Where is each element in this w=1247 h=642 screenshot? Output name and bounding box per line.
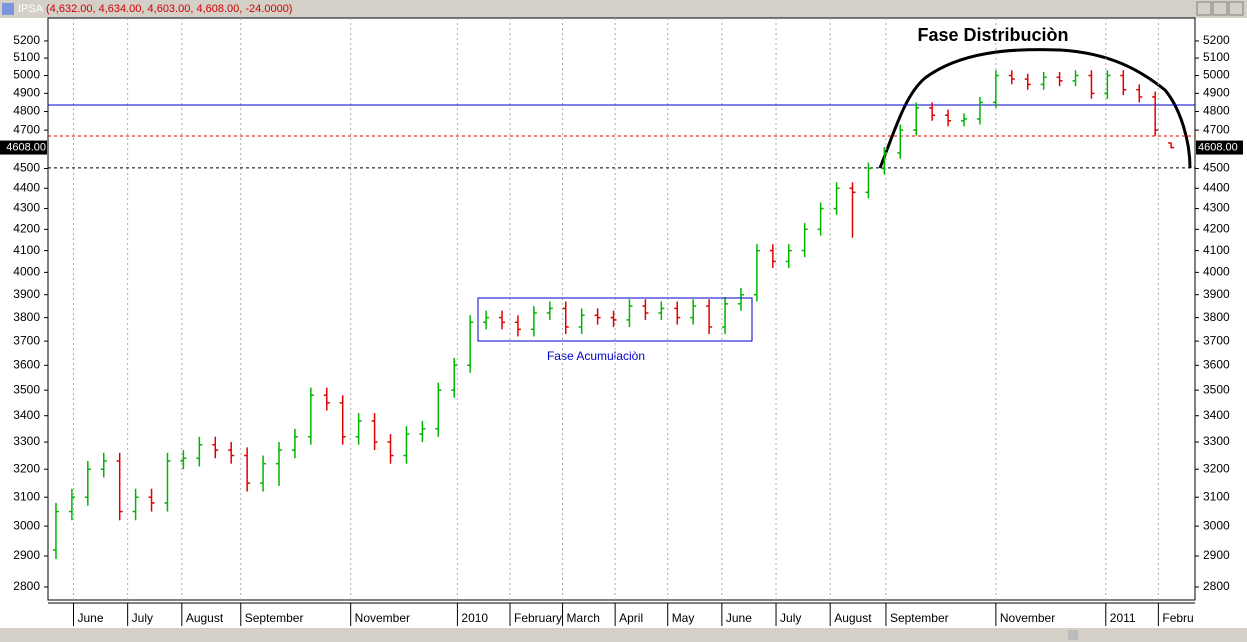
x-tick-label: July [132, 611, 153, 625]
y-tick-label: 4800 [1203, 104, 1230, 118]
y-tick-label: 4000 [1203, 265, 1230, 279]
annotation: Fase Acumulaciòn [547, 349, 645, 363]
y-tick-label: 2800 [1203, 579, 1230, 593]
y-tick-label: 5200 [1203, 33, 1230, 47]
quote: (4,632.00, 4,634.00, 4,603.00, 4,608.00,… [46, 3, 292, 15]
y-tick-label: 5100 [13, 50, 40, 64]
y-tick-label: 3000 [13, 518, 40, 532]
y-tick-label: 3600 [13, 357, 40, 371]
x-tick-label: Febru [1162, 611, 1193, 625]
y-tick-label: 4900 [1203, 86, 1230, 100]
y-tick-label: 3800 [1203, 310, 1230, 324]
y-tick-label: 4800 [13, 104, 40, 118]
y-tick-label: 5100 [1203, 50, 1230, 64]
scrollbar[interactable] [0, 628, 1247, 642]
y-tick-label: 5000 [13, 68, 40, 82]
x-tick-label: June [726, 611, 752, 625]
y-tick-label: 3700 [1203, 333, 1230, 347]
x-tick-label: 2010 [461, 611, 488, 625]
restore-button[interactable] [1212, 1, 1228, 16]
y-tick-label: 3400 [13, 408, 40, 422]
y-tick-label: 3600 [1203, 357, 1230, 371]
y-tick-label: 3200 [1203, 461, 1230, 475]
y-tick-label: 4200 [13, 222, 40, 236]
minimize-button[interactable] [1196, 1, 1212, 16]
y-tick-label: 4200 [1203, 222, 1230, 236]
y-tick-label: 4700 [13, 122, 40, 136]
distribution-arc [878, 48, 1192, 169]
y-tick-label: 5200 [13, 33, 40, 47]
x-tick-label: August [186, 611, 224, 625]
title-bar [0, 0, 1247, 18]
y-tick-label: 2800 [13, 579, 40, 593]
y-tick-label: 4400 [13, 180, 40, 194]
y-tick-label: 4900 [13, 86, 40, 100]
annotation: Fase Distribuciòn [917, 25, 1068, 45]
y-tick-label: 2900 [13, 548, 40, 562]
last-price-box [0, 140, 47, 155]
last-price-label: 4608.00 [1198, 141, 1238, 153]
y-tick-label: 2900 [1203, 548, 1230, 562]
y-tick-label: 3900 [1203, 287, 1230, 301]
y-tick-label: 4100 [13, 243, 40, 257]
y-tick-label: 5000 [1203, 68, 1230, 82]
x-tick-label: September [245, 611, 304, 625]
close-button[interactable] [1228, 1, 1244, 16]
last-price-box [1196, 140, 1243, 155]
y-tick-label: 3200 [13, 461, 40, 475]
y-tick-label: 4500 [1203, 161, 1230, 175]
y-tick-label: 3700 [13, 333, 40, 347]
y-tick-label: 4000 [13, 265, 40, 279]
y-tick-label: 3800 [13, 310, 40, 324]
y-tick-label: 3100 [13, 489, 40, 503]
y-tick-label: 4300 [1203, 201, 1230, 215]
x-tick-label: February [514, 611, 562, 625]
y-tick-label: 3300 [13, 434, 40, 448]
x-tick-label: March [567, 611, 600, 625]
plot-frame [47, 17, 1196, 601]
x-tick-label: May [672, 611, 695, 625]
y-tick-label: 3300 [1203, 434, 1230, 448]
symbol: IPSA [18, 3, 44, 15]
y-tick-label: 3500 [13, 382, 40, 396]
x-tick-label: August [834, 611, 872, 625]
x-tick-label: September [890, 611, 949, 625]
x-tick-label: April [619, 611, 643, 625]
y-tick-label: 4700 [1203, 122, 1230, 136]
x-tick-label: June [77, 611, 103, 625]
y-tick-label: 3000 [1203, 518, 1230, 532]
y-tick-label: 4100 [1203, 243, 1230, 257]
x-tick-label: November [355, 611, 410, 625]
y-tick-label: 4300 [13, 201, 40, 215]
x-tick-label: July [780, 611, 801, 625]
y-tick-label: 3500 [1203, 382, 1230, 396]
y-tick-label: 3400 [1203, 408, 1230, 422]
icon [2, 3, 14, 15]
y-tick-label: 4500 [13, 161, 40, 175]
accumulation-box [477, 297, 753, 342]
x-tick-label: November [1000, 611, 1055, 625]
scroll-thumb[interactable] [1068, 630, 1078, 640]
y-tick-label: 3900 [13, 287, 40, 301]
x-tick-label: 2011 [1110, 611, 1136, 625]
y-tick-label: 3100 [1203, 489, 1230, 503]
last-price-label: 4608.00 [6, 141, 46, 153]
y-tick-label: 4400 [1203, 180, 1230, 194]
